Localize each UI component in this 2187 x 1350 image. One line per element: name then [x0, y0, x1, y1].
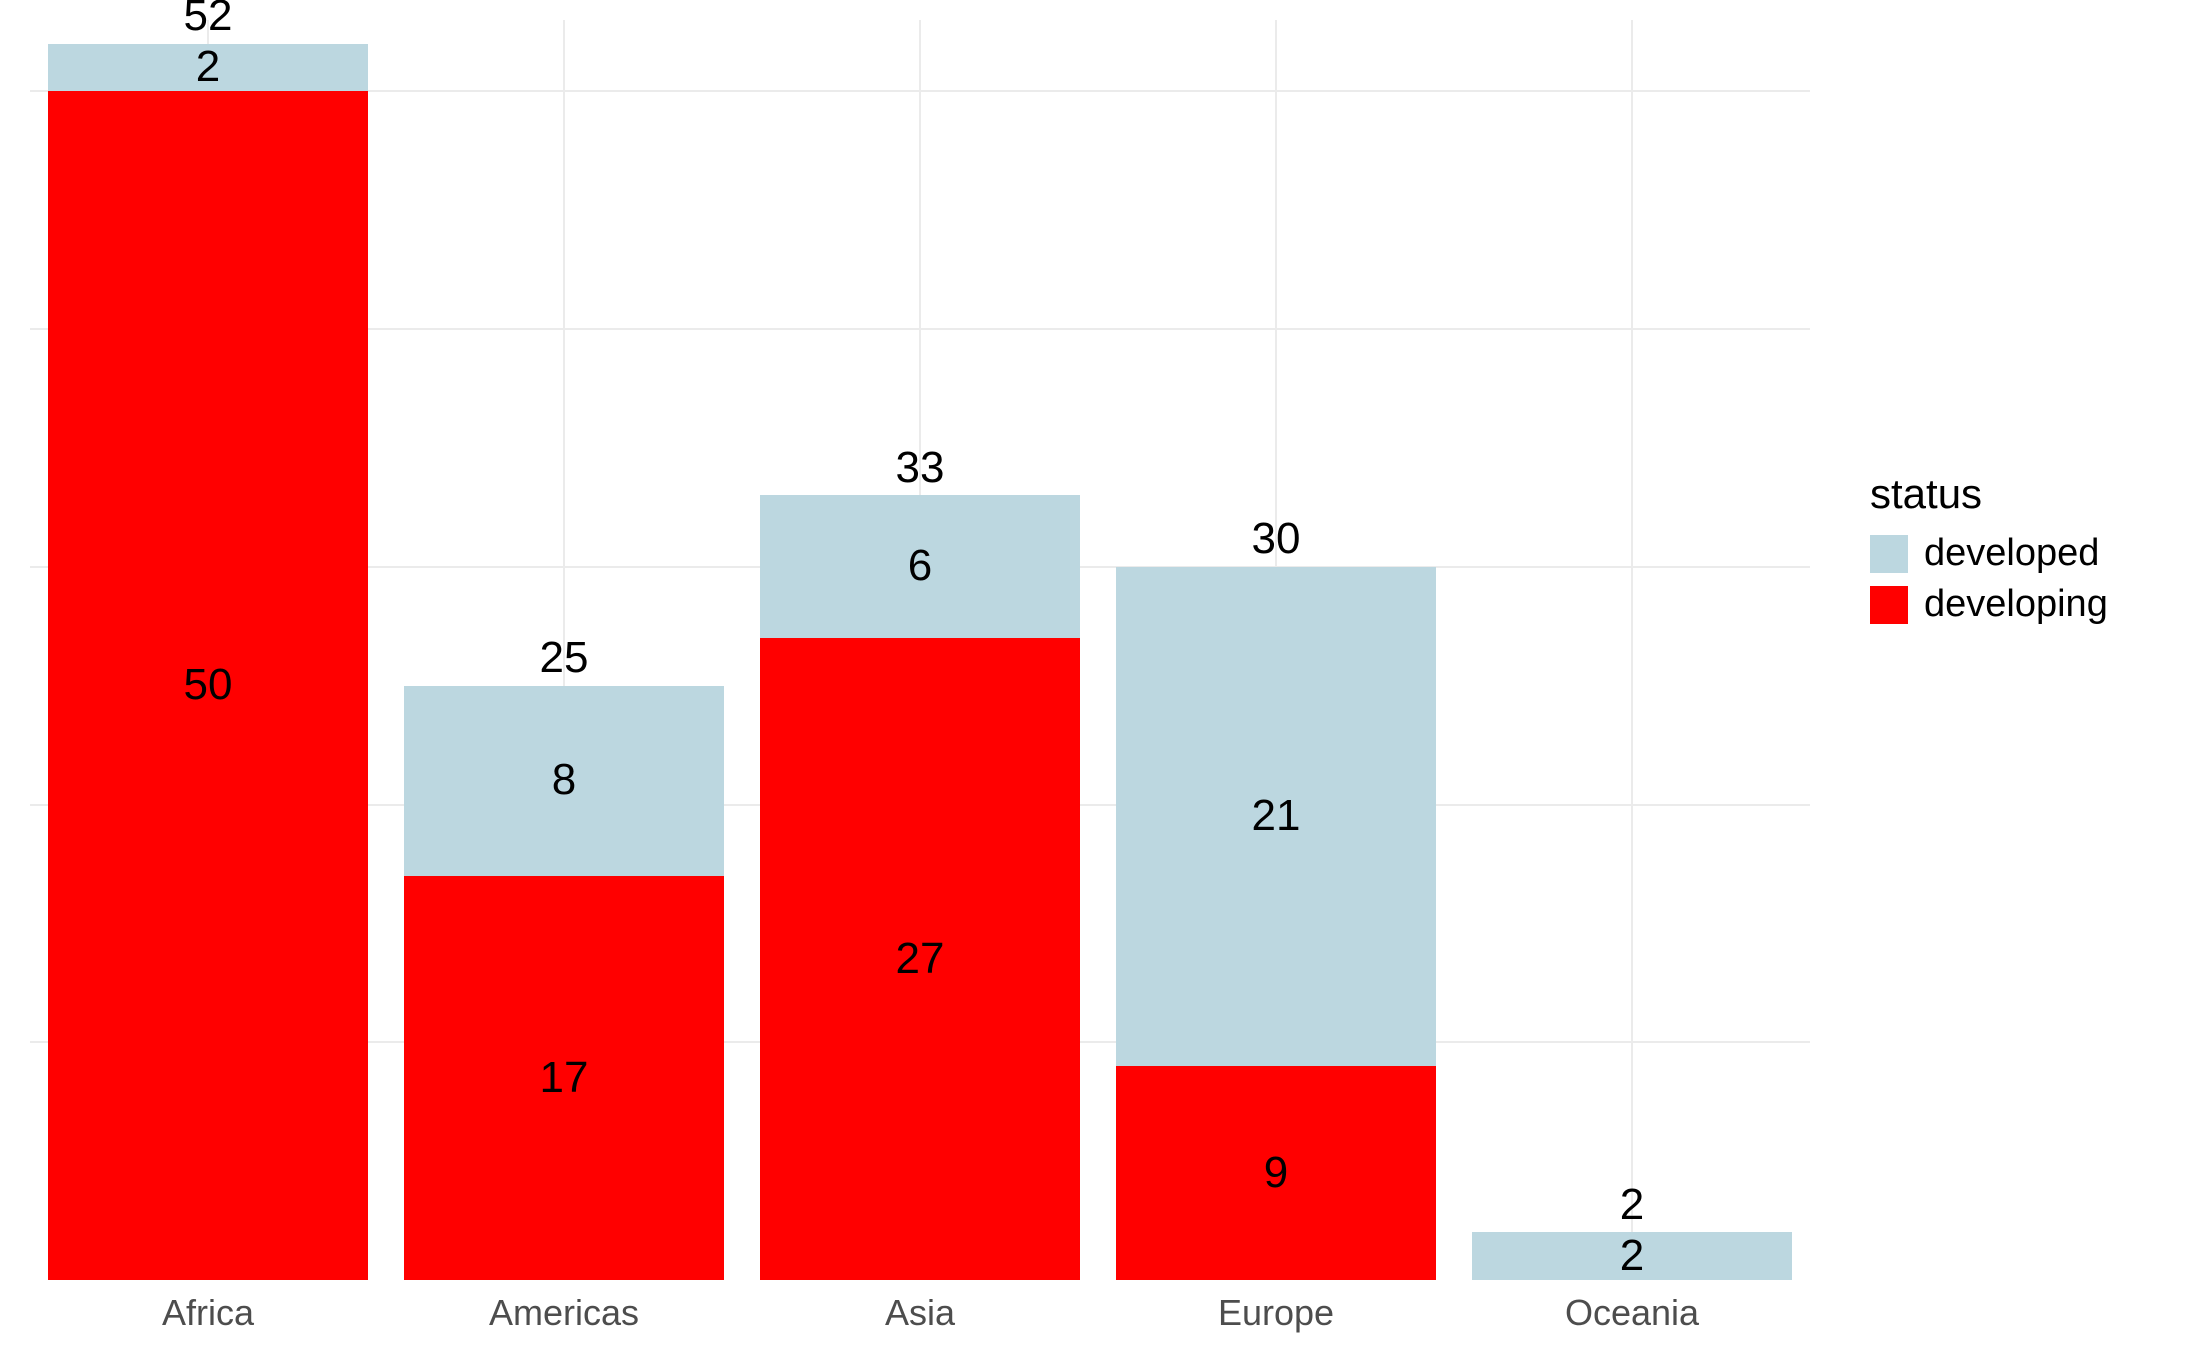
bar-value-label: 6 [760, 541, 1080, 592]
bar-value-label: 50 [48, 660, 368, 711]
bar-value-label: 9 [1116, 1148, 1436, 1199]
bar-value-label: 8 [404, 755, 724, 806]
legend-label: developed [1924, 532, 2099, 575]
bar-total-label: 2 [1472, 1180, 1792, 1231]
legend-item: developing [1870, 583, 2108, 626]
legend-swatch [1870, 535, 1908, 573]
bar-value-label: 21 [1116, 791, 1436, 842]
x-tick-label: Americas [386, 1292, 742, 1334]
x-tick-label: Africa [30, 1292, 386, 1334]
x-tick-label: Asia [742, 1292, 1098, 1334]
legend: status developed developing [1870, 470, 2108, 626]
bar-total-label: 33 [760, 443, 1080, 494]
bar-value-label: 27 [760, 934, 1080, 985]
x-tick-label: Europe [1098, 1292, 1454, 1334]
bar-total-label: 30 [1116, 514, 1436, 565]
bar-value-label: 2 [1472, 1231, 1792, 1282]
legend-label: developing [1924, 583, 2108, 626]
legend-item: developed [1870, 532, 2108, 575]
chart-container: 5025217825276339213022 statusdevelopedde… [0, 0, 2187, 1350]
plot-area: 5025217825276339213022 [30, 20, 1810, 1280]
bar-value-label: 2 [48, 42, 368, 93]
bar-value-label: 17 [404, 1053, 724, 1104]
legend-swatch [1870, 586, 1908, 624]
legend-title: status [1870, 470, 2108, 518]
bar-total-label: 25 [404, 633, 724, 684]
gridline-vertical [1631, 20, 1633, 1280]
bar-total-label: 52 [48, 0, 368, 42]
x-tick-label: Oceania [1454, 1292, 1810, 1334]
